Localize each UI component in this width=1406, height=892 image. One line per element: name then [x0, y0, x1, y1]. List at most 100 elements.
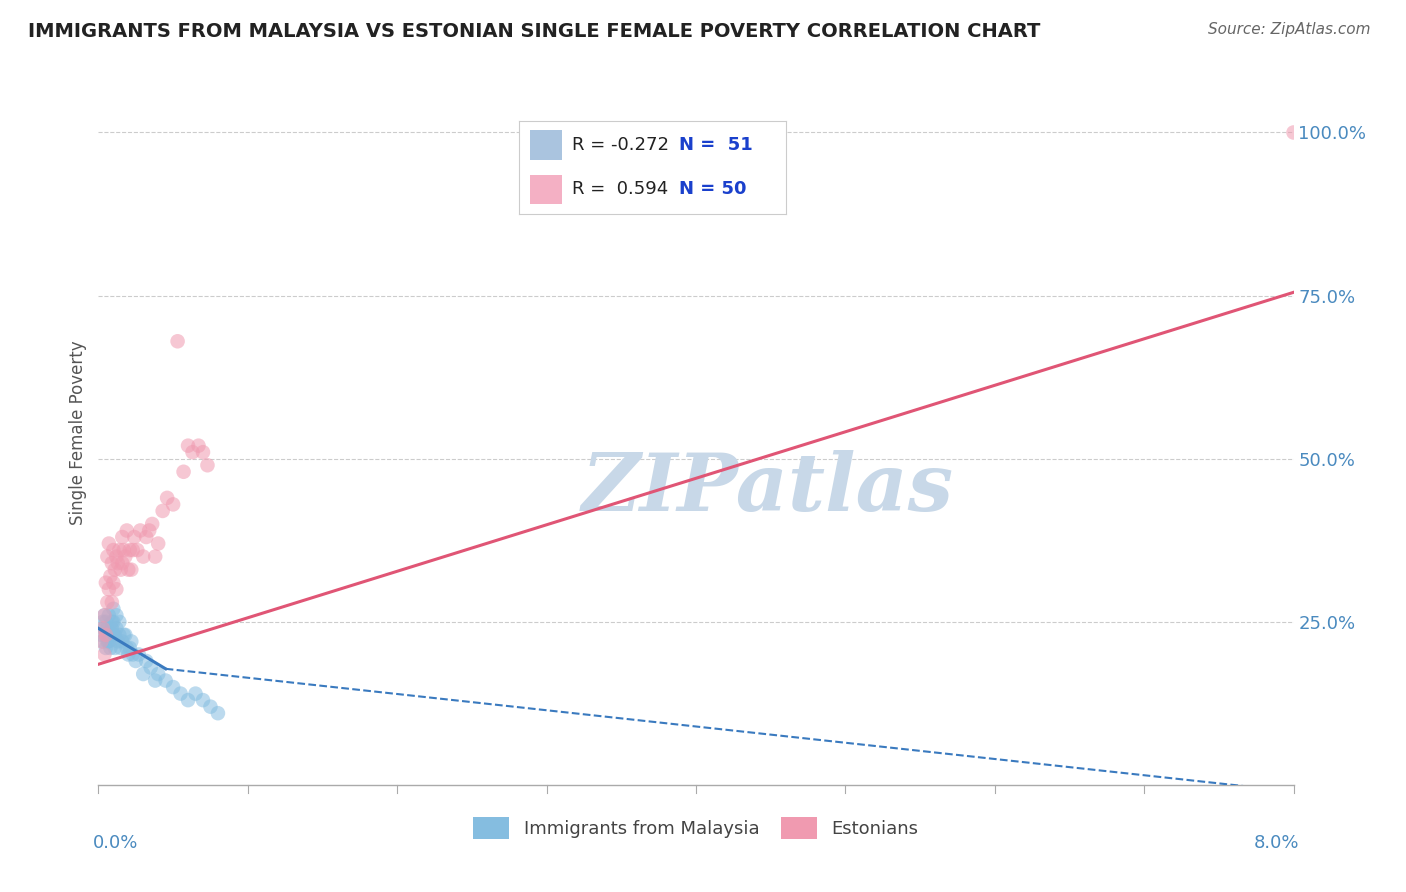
Point	[114, 549, 136, 564]
Point	[117, 648, 139, 662]
Point	[141, 516, 163, 531]
Point	[112, 628, 135, 642]
Point	[143, 673, 166, 688]
Y-axis label: Single Female Poverty: Single Female Poverty	[69, 341, 87, 524]
Point	[127, 543, 149, 558]
Point	[103, 628, 125, 642]
Point	[111, 530, 134, 544]
Point	[103, 543, 125, 558]
Point	[107, 556, 129, 570]
Point	[191, 693, 214, 707]
Point	[103, 602, 125, 616]
Point	[98, 628, 122, 642]
Point	[121, 543, 143, 558]
Point	[143, 549, 166, 564]
Point	[93, 648, 115, 662]
Point	[94, 575, 117, 590]
Text: ZIPatlas: ZIPatlas	[582, 450, 953, 528]
Bar	[530, 130, 562, 160]
Point	[103, 575, 125, 590]
Point	[97, 628, 120, 642]
Point	[103, 615, 125, 629]
Point	[132, 549, 155, 564]
Text: 0.0%: 0.0%	[93, 834, 138, 852]
Point	[101, 595, 124, 609]
Point	[98, 640, 122, 655]
Point	[177, 693, 200, 707]
Point	[105, 621, 128, 635]
Point	[128, 648, 150, 662]
Point	[197, 458, 219, 473]
Text: N = 50: N = 50	[679, 180, 747, 198]
Point	[152, 504, 174, 518]
Point	[91, 621, 114, 635]
Point	[110, 563, 132, 577]
Point	[101, 556, 124, 570]
Point	[110, 640, 132, 655]
Point	[115, 524, 138, 538]
Point	[93, 608, 115, 623]
Point	[108, 628, 131, 642]
Point	[91, 615, 114, 629]
Point	[105, 549, 128, 564]
Point	[117, 563, 139, 577]
Point	[148, 667, 170, 681]
Point	[138, 524, 160, 538]
Point	[135, 654, 157, 668]
Point	[187, 439, 209, 453]
Point	[132, 667, 155, 681]
Point	[135, 530, 157, 544]
Point	[120, 563, 142, 577]
Point	[173, 465, 195, 479]
Point	[114, 628, 136, 642]
Point	[97, 582, 120, 597]
Text: Source: ZipAtlas.com: Source: ZipAtlas.com	[1208, 22, 1371, 37]
Point	[139, 660, 162, 674]
Point	[96, 549, 118, 564]
Point	[94, 628, 117, 642]
Point	[101, 621, 124, 635]
Point	[121, 648, 143, 662]
Point	[96, 634, 118, 648]
Point	[166, 334, 188, 349]
Bar	[530, 175, 562, 204]
Point	[181, 445, 204, 459]
Point	[118, 640, 141, 655]
Point	[94, 615, 117, 629]
Point	[105, 608, 128, 623]
Point	[162, 680, 184, 694]
Point	[93, 608, 115, 623]
Text: R = -0.272: R = -0.272	[572, 136, 669, 154]
Point	[93, 621, 115, 635]
Point	[111, 634, 134, 648]
Point	[91, 634, 114, 648]
Point	[101, 615, 124, 629]
Point	[94, 628, 117, 642]
Point	[156, 491, 179, 505]
Point	[98, 569, 122, 583]
Point	[162, 497, 184, 511]
Point	[1282, 126, 1305, 140]
Point	[97, 536, 120, 550]
Point	[96, 621, 118, 635]
Text: R =  0.594: R = 0.594	[572, 180, 669, 198]
Point	[200, 699, 222, 714]
Point	[90, 634, 112, 648]
Point	[120, 634, 142, 648]
Point	[97, 634, 120, 648]
Text: 8.0%: 8.0%	[1254, 834, 1299, 852]
Legend: Immigrants from Malaysia, Estonians: Immigrants from Malaysia, Estonians	[465, 810, 927, 847]
Point	[115, 640, 138, 655]
Point	[118, 543, 141, 558]
Point	[104, 628, 127, 642]
Point	[169, 687, 191, 701]
Text: N =  51: N = 51	[679, 136, 754, 154]
Point	[124, 530, 146, 544]
Point	[177, 439, 200, 453]
Point	[108, 615, 131, 629]
Point	[104, 640, 127, 655]
Point	[148, 536, 170, 550]
Point	[94, 640, 117, 655]
Point	[107, 634, 129, 648]
Point	[207, 706, 229, 721]
